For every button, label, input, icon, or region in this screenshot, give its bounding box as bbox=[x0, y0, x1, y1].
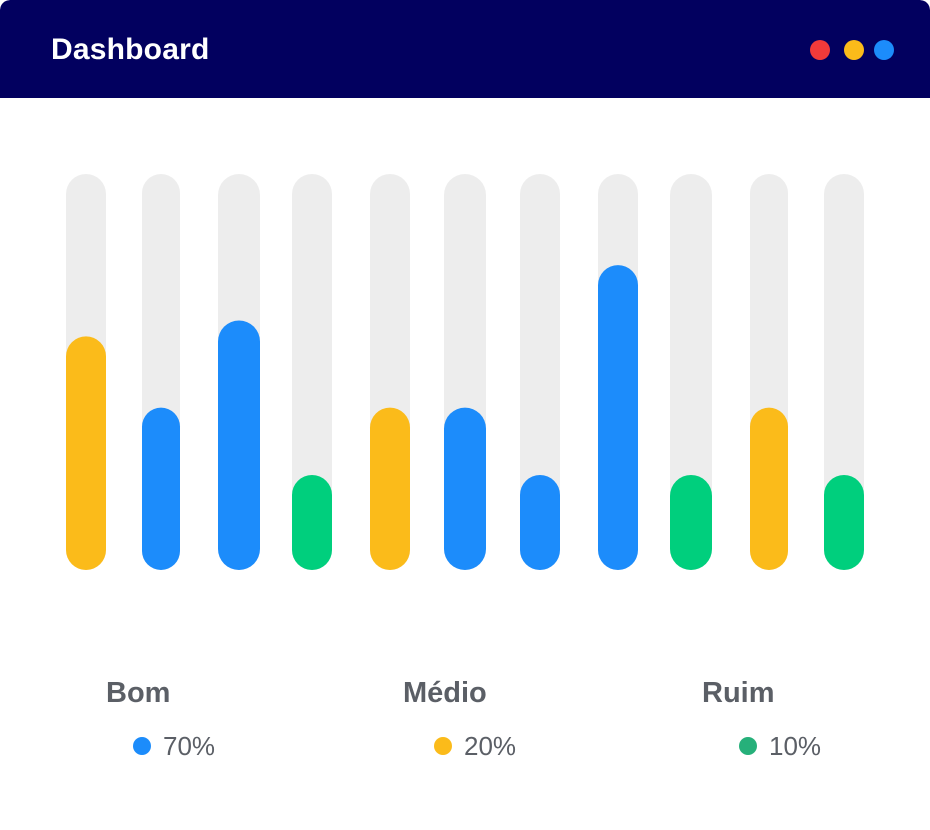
bar-track bbox=[824, 174, 864, 570]
legend-title-ruim: Ruim bbox=[702, 677, 775, 709]
legend-value-medio: 20% bbox=[464, 731, 517, 761]
legend-item-medio: 20% bbox=[434, 731, 516, 761]
window-header: Dashboard bbox=[0, 0, 930, 98]
bar-11[interactable] bbox=[824, 474, 864, 570]
legend-dot-bom bbox=[133, 737, 151, 755]
bar-1[interactable] bbox=[66, 336, 106, 570]
bar-9[interactable] bbox=[670, 474, 712, 570]
close-window-dot[interactable] bbox=[810, 40, 830, 60]
bar-10[interactable] bbox=[750, 407, 788, 570]
bar-4[interactable] bbox=[292, 474, 332, 570]
minimize-window-dot[interactable] bbox=[844, 40, 864, 60]
legend-value-bom: 70% bbox=[163, 731, 216, 761]
page-title: Dashboard bbox=[51, 33, 210, 66]
bar-track bbox=[670, 174, 712, 570]
bar-8[interactable] bbox=[598, 265, 638, 570]
bar-6[interactable] bbox=[444, 407, 486, 570]
legend-title-medio: Médio bbox=[403, 677, 487, 709]
bar-3[interactable] bbox=[218, 320, 260, 570]
legend-item-bom: 70% bbox=[133, 731, 215, 761]
legend-title-bom: Bom bbox=[106, 677, 171, 709]
bar-chart bbox=[66, 174, 864, 570]
bar-track bbox=[292, 174, 332, 570]
legend-dot-ruim bbox=[739, 737, 757, 755]
legend-value-ruim: 10% bbox=[769, 731, 822, 761]
bar-5[interactable] bbox=[370, 407, 410, 570]
bar-track bbox=[520, 174, 560, 570]
legend-item-ruim: 10% bbox=[739, 731, 821, 761]
bar-2[interactable] bbox=[142, 407, 180, 570]
maximize-window-dot[interactable] bbox=[874, 40, 894, 60]
legend-dot-medio bbox=[434, 737, 452, 755]
bar-7[interactable] bbox=[520, 474, 560, 570]
